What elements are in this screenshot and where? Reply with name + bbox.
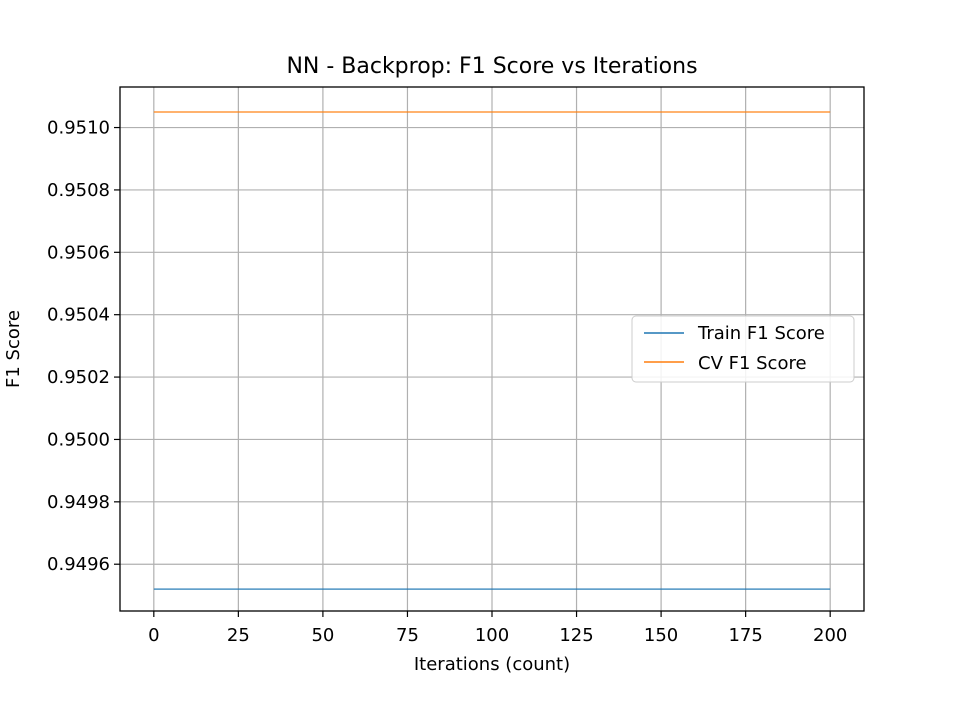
y-tick-label: 0.9506 <box>47 242 110 263</box>
y-tick-label: 0.9498 <box>47 492 110 513</box>
x-tick-label: 175 <box>728 625 762 646</box>
y-tick-label: 0.9496 <box>47 554 110 575</box>
y-tick-label: 0.9510 <box>47 118 110 139</box>
y-tick-label: 0.9502 <box>47 367 110 388</box>
series-lines <box>153 111 831 590</box>
x-tick-label: 50 <box>311 625 334 646</box>
legend-box <box>631 315 855 383</box>
x-tick-label: 75 <box>396 625 419 646</box>
x-tick-label: 125 <box>559 625 593 646</box>
x-tick-label: 100 <box>475 625 509 646</box>
y-axis-label: F1 Score <box>3 310 24 388</box>
x-tick-label: 150 <box>644 625 678 646</box>
chart-title: NN - Backprop: F1 Score vs Iterations <box>286 54 697 79</box>
legend-label-train: Train F1 Score <box>697 323 825 344</box>
y-tick-label: 0.9508 <box>47 180 110 201</box>
y-tick-label: 0.9504 <box>47 305 110 326</box>
x-axis-label: Iterations (count) <box>414 654 570 675</box>
y-tick-label: 0.9500 <box>47 429 110 450</box>
legend-label-cv: CV F1 Score <box>698 353 807 374</box>
legend: Train F1 Score CV F1 Score <box>631 315 855 383</box>
x-tick-label: 200 <box>813 625 847 646</box>
axis-ticks: 0 25 50 75 100 125 150 175 200 0.9496 0.9498 0.9500… <box>47 118 847 646</box>
x-tick-label: 25 <box>227 625 250 646</box>
x-tick-label: 0 <box>148 625 159 646</box>
